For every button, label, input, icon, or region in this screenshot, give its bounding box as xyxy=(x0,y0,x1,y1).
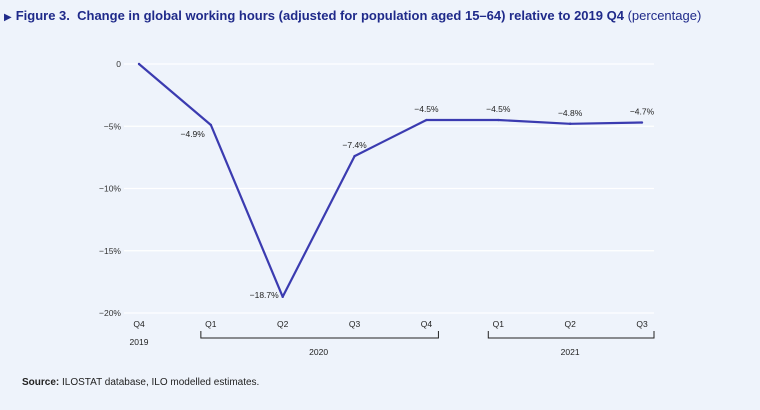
line-chart: 0−5%−10%−15%−20% −4.9%−18.7%−7.4%−4.5% −4… xyxy=(99,59,655,357)
y-tick-label: −20% xyxy=(99,308,121,318)
year-bracket xyxy=(200,331,439,339)
data-label: −4.8% xyxy=(558,108,583,118)
data-label: −18.7% xyxy=(250,290,280,300)
data-point xyxy=(137,62,141,66)
year-label: 2021 xyxy=(561,347,580,357)
x-axis-year-groups: 2019 2020 2021 xyxy=(130,331,655,357)
y-tick-label: −10% xyxy=(99,184,121,194)
data-point xyxy=(497,118,500,122)
data-point xyxy=(209,123,213,127)
x-tick-label: Q3 xyxy=(349,319,361,329)
y-tick-label: −15% xyxy=(99,246,121,256)
grid-lines xyxy=(124,63,654,314)
source-text: ILOSTAT database, ILO modelled estimates… xyxy=(62,377,260,388)
data-point xyxy=(281,295,284,299)
x-tick-label: Q2 xyxy=(564,319,576,329)
series-line xyxy=(138,63,643,298)
data-labels: −4.9% −18.7% −7.4% −4.5% −4.5% −4.8% −4.7% xyxy=(181,104,655,300)
data-point xyxy=(353,154,356,158)
figure-number: Figure 3. xyxy=(15,8,70,23)
title-arrow-icon: ▶ xyxy=(4,12,12,23)
chart-title: Change in global working hours (adjusted… xyxy=(77,8,624,23)
data-point xyxy=(640,121,644,124)
y-tick-label: 0 xyxy=(116,59,121,69)
x-tick-label: Q2 xyxy=(277,319,289,329)
year-label: 2019 xyxy=(130,337,149,347)
source-label: Source: xyxy=(22,377,60,388)
data-label: −7.4% xyxy=(342,140,367,150)
data-point xyxy=(425,118,428,122)
year-bracket xyxy=(487,331,655,339)
data-label: −4.7% xyxy=(630,107,655,117)
y-tick-label: −5% xyxy=(104,121,122,131)
y-axis-tick-labels: 0 −5% −10% −15% −20% xyxy=(99,59,121,318)
chart-unit: (percentage) xyxy=(627,8,702,23)
x-tick-label: Q1 xyxy=(205,319,217,329)
x-tick-label: Q1 xyxy=(493,319,505,329)
x-tick-label: Q4 xyxy=(421,319,433,329)
source-note: Source: ILOSTAT database, ILO modelled e… xyxy=(22,377,259,388)
data-label: −4.9% xyxy=(181,129,206,139)
data-label: −4.5% xyxy=(486,104,511,114)
data-points xyxy=(137,62,644,299)
figure-title: ▶ Figure 3. Change in global working hour… xyxy=(4,8,756,23)
x-tick-label: Q3 xyxy=(636,319,648,329)
data-point xyxy=(568,122,572,125)
x-axis-tick-labels: Q4 Q1 Q2 Q3 Q4 Q1 Q2 Q3 xyxy=(133,319,648,329)
x-tick-label: Q4 xyxy=(133,319,145,329)
data-label: −4.5% xyxy=(414,104,439,114)
year-label: 2020 xyxy=(309,347,328,357)
